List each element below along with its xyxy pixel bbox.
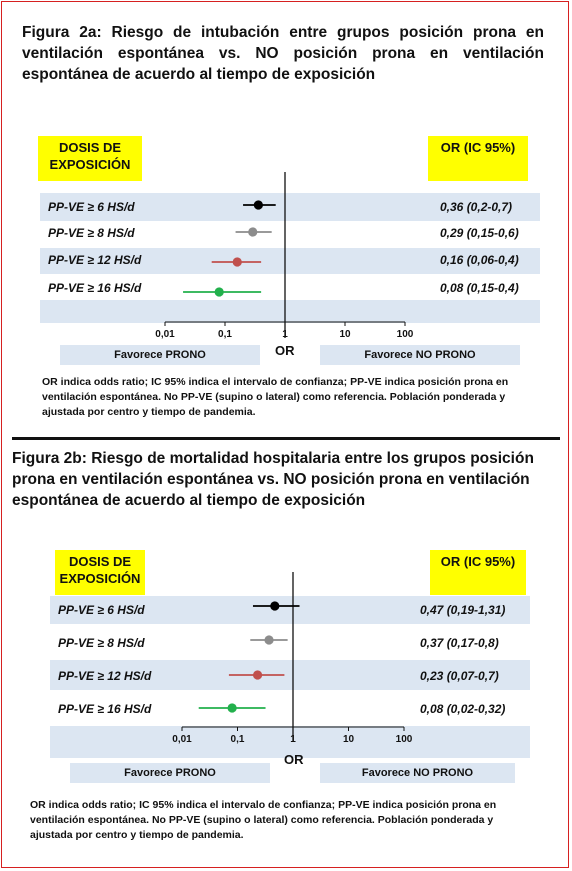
x-tick-label: 100: [396, 734, 413, 745]
figure-2a-panel: Figura 2a: Riesgo de intubación entre gr…: [22, 24, 544, 418]
point-estimate-marker: [270, 601, 280, 611]
point-estimate-marker: [227, 703, 237, 713]
row-or-ci: 0,16 (0,06-0,4): [440, 253, 519, 267]
point-estimate-marker: [214, 287, 224, 297]
header-or-ci: OR (IC 95%): [428, 136, 528, 181]
header-dose: DOSIS DE EXPOSICIÓN: [38, 136, 142, 181]
section-divider: [12, 437, 560, 440]
favors-no-prono-label: Favorece NO PRONO: [320, 345, 520, 365]
point-estimate-marker: [252, 670, 263, 680]
point-estimate-marker: [253, 200, 263, 210]
row-or-ci: 0,36 (0,2-0,7): [440, 200, 513, 214]
row-or-ci: 0,23 (0,07-0,7): [420, 669, 499, 683]
row-band: [50, 596, 530, 624]
row-band: [40, 193, 540, 221]
point-estimate-marker: [232, 257, 242, 267]
forest-plot-2b: 0,01 0,1 1 10 100: [172, 572, 413, 745]
row-band: [40, 300, 540, 323]
x-tick-label: 1: [282, 329, 288, 340]
figure-2a-footnote: OR indica odds ratio; IC 95% indica el i…: [42, 376, 509, 418]
point-estimate-marker: [248, 227, 258, 237]
row-label: PP-VE ≥ 6 HS/d: [48, 200, 135, 214]
x-tick-label: 0,01: [155, 329, 175, 340]
x-tick-label: 10: [339, 329, 351, 340]
favors-prono-label: Favorece PRONO: [60, 345, 260, 365]
header-or-ci: OR (IC 95%): [430, 550, 526, 595]
x-tick-label: 1: [290, 734, 296, 745]
axis-title: OR: [284, 752, 304, 767]
favors-no-prono-label: Favorece NO PRONO: [320, 763, 515, 783]
row-band: [50, 726, 530, 758]
row-label: PP-VE ≥ 8 HS/d: [58, 636, 145, 650]
row-label: PP-VE ≥ 8 HS/d: [48, 226, 135, 240]
x-tick-label: 10: [343, 734, 355, 745]
figure-2b-footnote: OR indica odds ratio; IC 95% indica el i…: [30, 799, 497, 841]
forest-plot-2a: 0,01 0,1 1 10 100: [155, 172, 414, 340]
row-label: PP-VE ≥ 16 HS/d: [58, 702, 152, 716]
point-estimate-marker: [264, 635, 274, 645]
x-tick-label: 0,01: [172, 734, 192, 745]
row-label: PP-VE ≥ 12 HS/d: [58, 669, 152, 683]
row-or-ci: 0,08 (0,02-0,32): [420, 702, 506, 716]
row-or-ci: 0,29 (0,15-0,6): [440, 226, 519, 240]
row-label: PP-VE ≥ 16 HS/d: [48, 281, 142, 295]
row-or-ci: 0,37 (0,17-0,8): [420, 636, 499, 650]
figure-2a-title: Figura 2a: Riesgo de intubación entre gr…: [22, 24, 544, 83]
row-label: PP-VE ≥ 6 HS/d: [58, 603, 145, 617]
row-or-ci: 0,08 (0,15-0,4): [440, 281, 519, 295]
row-band: [40, 248, 540, 274]
x-tick-label: 0,1: [218, 329, 232, 340]
figure-2b-title: Figura 2b: Riesgo de mortalidad hospital…: [12, 450, 534, 509]
header-dose: DOSIS DE EXPOSICIÓN: [55, 550, 145, 595]
figure-2b-panel: Figura 2b: Riesgo de mortalidad hospital…: [0, 440, 572, 868]
favors-prono-label: Favorece PRONO: [70, 763, 270, 783]
row-label: PP-VE ≥ 12 HS/d: [48, 253, 142, 267]
x-tick-label: 100: [397, 329, 414, 340]
x-tick-label: 0,1: [231, 734, 245, 745]
axis-title: OR: [275, 343, 295, 358]
row-band: [50, 660, 530, 690]
row-or-ci: 0,47 (0,19-1,31): [420, 603, 506, 617]
